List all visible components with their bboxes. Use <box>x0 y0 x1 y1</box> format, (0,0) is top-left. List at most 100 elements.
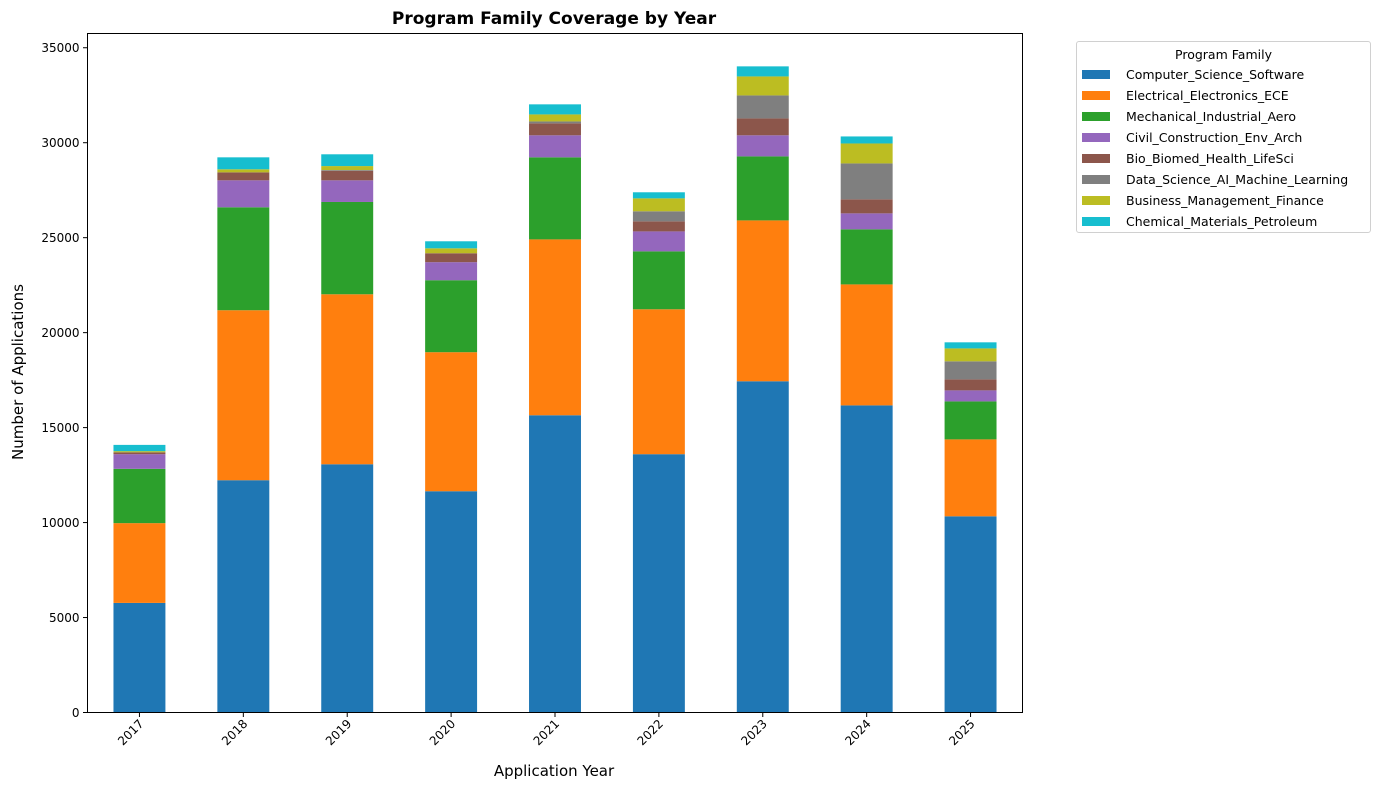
y-tick-label: 30000 <box>41 136 79 150</box>
y-tick-label: 15000 <box>41 421 79 435</box>
y-tick-label: 0 <box>72 706 80 720</box>
x-tick-label: 2022 <box>635 717 666 748</box>
bar-segment-2023-mechanical-industrial-aero <box>736 156 789 221</box>
bar-segment-2019-civil-construction-env-arch <box>321 180 374 202</box>
x-tick-label: 2017 <box>115 717 146 748</box>
legend-item-mechanical-industrial-aero: Mechanical_Industrial_Aero <box>1077 106 1370 127</box>
bar-segment-2025-civil-construction-env-arch <box>944 390 997 402</box>
legend-label: Chemical_Materials_Petroleum <box>1126 214 1318 229</box>
y-tick-label: 5000 <box>49 611 80 625</box>
bar-segment-2020-chemical-materials-petroleum <box>425 241 478 249</box>
bar-segment-2019-bio-biomed-health-lifesci <box>321 170 374 181</box>
legend-item-electrical-electronics-ece: Electrical_Electronics_ECE <box>1077 85 1370 106</box>
bar-segment-2021-electrical-electronics-ece <box>529 239 581 416</box>
legend-label: Electrical_Electronics_ECE <box>1126 88 1289 103</box>
bar-segment-2023-business-management-finance <box>736 76 789 96</box>
bar-segment-2019-computer-science-software <box>321 464 374 713</box>
bar-segment-2018-civil-construction-env-arch <box>217 180 270 208</box>
x-axis-label: Application Year <box>494 762 615 780</box>
bar-segment-2024-computer-science-software <box>840 405 893 713</box>
legend-swatch <box>1082 112 1110 121</box>
legend-item-civil-construction-env-arch: Civil_Construction_Env_Arch <box>1077 127 1370 148</box>
y-axis: 0 5000 10000 15000 20000 25000 30000 35000 <box>41 41 88 720</box>
y-tick-label: 20000 <box>41 326 79 340</box>
legend-label: Business_Management_Finance <box>1126 193 1324 208</box>
bar-segment-2018-business-management-finance <box>217 169 270 173</box>
bar-segment-2022-data-science-ai-machine-learning <box>632 211 685 222</box>
legend-item-chemical-materials-petroleum: Chemical_Materials_Petroleum <box>1077 211 1370 232</box>
bar-segment-2025-mechanical-industrial-aero <box>944 401 997 440</box>
legend-swatch <box>1082 154 1110 163</box>
bar-segment-2023-computer-science-software <box>736 381 789 713</box>
bar-segment-2018-bio-biomed-health-lifesci <box>217 172 270 181</box>
bar-segment-2024-electrical-electronics-ece <box>840 284 893 406</box>
bar-segment-2022-electrical-electronics-ece <box>632 309 685 455</box>
legend: Program Family Computer_Science_Software… <box>1076 41 1371 233</box>
legend-label: Civil_Construction_Env_Arch <box>1126 130 1303 145</box>
bar-segment-2024-bio-biomed-health-lifesci <box>840 199 893 214</box>
x-tick-label: 2018 <box>219 717 250 748</box>
bar-segment-2024-data-science-ai-machine-learning <box>840 163 893 200</box>
bar-segment-2018-chemical-materials-petroleum <box>217 157 270 170</box>
y-axis-label: Number of Applications <box>9 284 27 460</box>
bars-group <box>113 66 997 713</box>
legend-label: Mechanical_Industrial_Aero <box>1126 109 1296 124</box>
bar-segment-2021-civil-construction-env-arch <box>529 135 581 158</box>
bar-segment-2022-mechanical-industrial-aero <box>632 251 685 310</box>
y-tick-label: 10000 <box>41 516 79 530</box>
bar-segment-2020-mechanical-industrial-aero <box>425 280 478 353</box>
bar-segment-2017-civil-construction-env-arch <box>113 454 166 469</box>
bar-segment-2025-computer-science-software <box>944 516 997 713</box>
bar-segment-2024-mechanical-industrial-aero <box>840 229 893 285</box>
bar-segment-2017-computer-science-software <box>113 602 166 713</box>
legend-items: Computer_Science_Software Electrical_Elec… <box>1077 64 1370 232</box>
legend-swatch <box>1082 196 1110 205</box>
bar-segment-2025-chemical-materials-petroleum <box>944 342 997 349</box>
bar-segment-2020-civil-construction-env-arch <box>425 262 478 281</box>
y-tick-label: 25000 <box>41 231 79 245</box>
x-tick-label: 2023 <box>738 717 769 748</box>
bar-segment-2020-bio-biomed-health-lifesci <box>425 253 478 263</box>
bar-segment-2023-chemical-materials-petroleum <box>736 66 789 77</box>
bar-segment-2022-computer-science-software <box>632 454 685 713</box>
bar-segment-2017-business-management-finance <box>113 451 166 453</box>
bar-segment-2018-mechanical-industrial-aero <box>217 207 270 311</box>
bar-segment-2017-chemical-materials-petroleum <box>113 444 166 452</box>
bar-segment-2021-computer-science-software <box>529 415 581 713</box>
chart-title: Program Family Coverage by Year <box>392 9 717 29</box>
bar-segment-2021-chemical-materials-petroleum <box>529 104 581 115</box>
bar-segment-2021-mechanical-industrial-aero <box>529 157 581 240</box>
plot-frame <box>87 33 1023 713</box>
y-tick-label: 35000 <box>41 41 79 55</box>
bar-segment-2024-business-management-finance <box>840 143 893 164</box>
x-tick-label: 2025 <box>946 717 977 748</box>
bar-segment-2019-business-management-finance <box>321 166 374 171</box>
legend-swatch <box>1082 70 1110 79</box>
x-tick-label: 2024 <box>842 717 873 748</box>
bar-segment-2020-electrical-electronics-ece <box>425 352 478 492</box>
bar-segment-2022-civil-construction-env-arch <box>632 231 685 252</box>
bar-segment-2020-business-management-finance <box>425 248 478 254</box>
bar-segment-2019-electrical-electronics-ece <box>321 294 374 465</box>
legend-label: Data_Science_AI_Machine_Learning <box>1126 172 1349 187</box>
legend-title: Program Family <box>1175 47 1272 62</box>
bar-segment-2018-electrical-electronics-ece <box>217 310 270 481</box>
bar-segment-2025-electrical-electronics-ece <box>944 439 997 517</box>
bar-segment-2024-chemical-materials-petroleum <box>840 136 893 144</box>
legend-swatch <box>1082 175 1110 184</box>
bar-segment-2023-bio-biomed-health-lifesci <box>736 118 789 136</box>
legend-swatch <box>1082 133 1110 142</box>
bar-segment-2025-business-management-finance <box>944 348 997 362</box>
bar-segment-2017-mechanical-industrial-aero <box>113 468 166 524</box>
bar-segment-2017-electrical-electronics-ece <box>113 523 166 603</box>
legend-item-computer-science-software: Computer_Science_Software <box>1077 64 1370 85</box>
bar-segment-2019-data-science-ai-machine-learning <box>321 170 374 171</box>
x-tick-label: 2020 <box>427 717 458 748</box>
bar-segment-2019-mechanical-industrial-aero <box>321 201 374 295</box>
bar-segment-2022-business-management-finance <box>632 198 685 212</box>
bar-segment-2025-bio-biomed-health-lifesci <box>944 379 997 391</box>
x-axis: 2017 2018 2019 2020 2021 2022 2023 2024 2025 <box>115 712 978 748</box>
bar-segment-2019-chemical-materials-petroleum <box>321 154 374 167</box>
bar-segment-2025-data-science-ai-machine-learning <box>944 361 997 380</box>
